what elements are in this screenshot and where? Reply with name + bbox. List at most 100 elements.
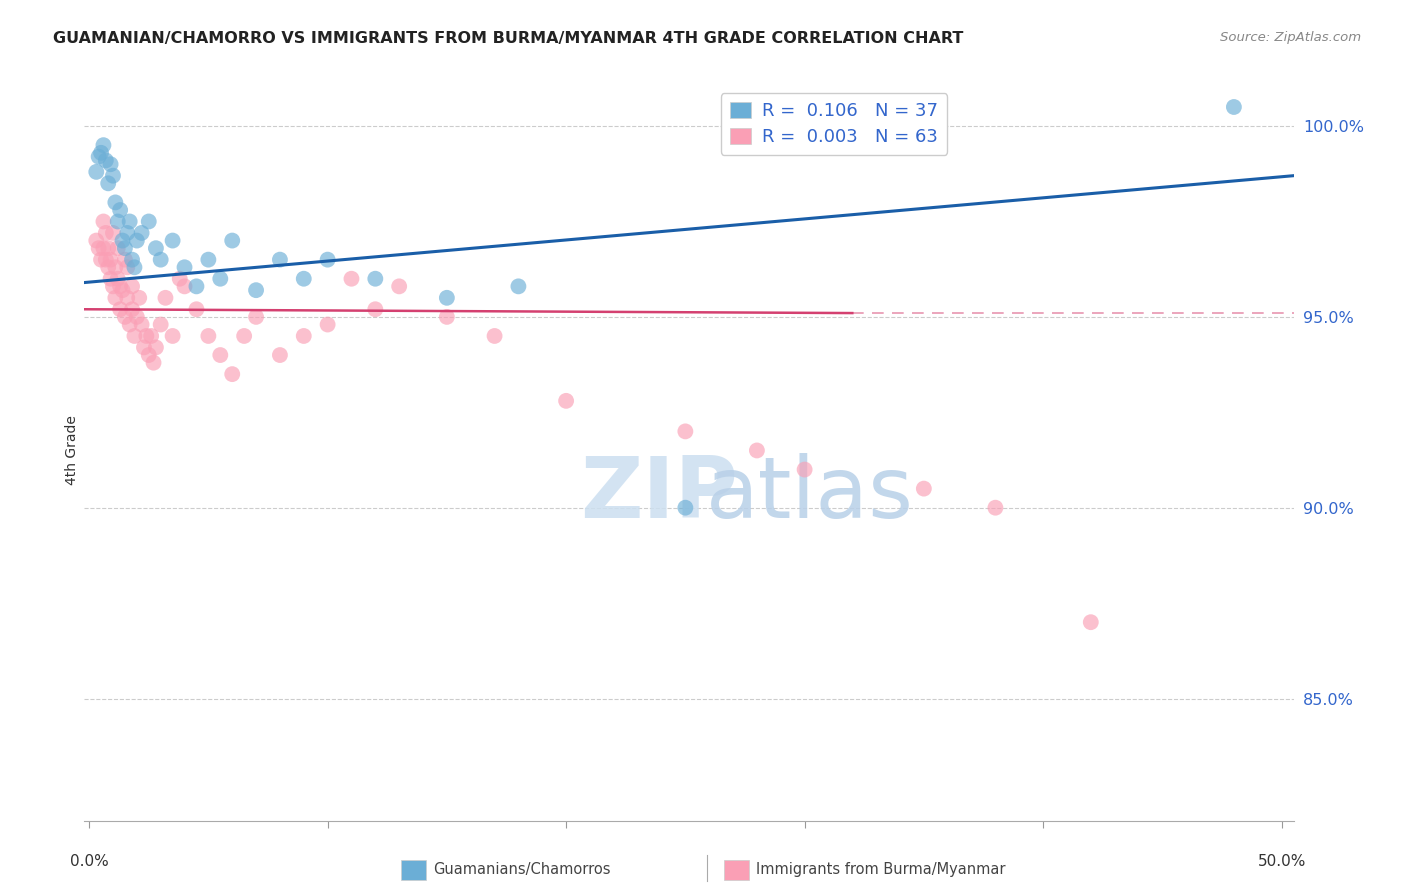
Point [436, 310, 458, 324]
Point [269, 252, 291, 267]
Point [97, 260, 120, 275]
Point [388, 279, 411, 293]
Point [149, 318, 172, 332]
Point [87, 150, 110, 164]
Text: ZIP: ZIP [579, 453, 738, 536]
Point [221, 367, 243, 381]
Point [209, 271, 232, 285]
Point [101, 226, 124, 240]
Point [114, 310, 136, 324]
Legend: R =  0.106   N = 37, R =  0.003   N = 63: R = 0.106 N = 37, R = 0.003 N = 63 [721, 93, 948, 155]
Point [108, 302, 131, 317]
Point [125, 234, 148, 248]
Point [94, 153, 117, 168]
Point [145, 340, 167, 354]
Point [107, 271, 129, 285]
Y-axis label: 4th Grade: 4th Grade [65, 416, 79, 485]
Point [149, 252, 172, 267]
Point [745, 443, 768, 458]
Point [100, 271, 122, 285]
Point [138, 214, 160, 228]
Point [245, 310, 267, 324]
Point [186, 302, 208, 317]
Point [316, 318, 339, 332]
Point [121, 302, 143, 317]
Point [90, 252, 112, 267]
Point [100, 252, 122, 267]
Point [100, 157, 122, 171]
Point [292, 271, 315, 285]
Point [93, 241, 115, 255]
Point [94, 252, 117, 267]
Point [97, 177, 120, 191]
Point [108, 202, 131, 217]
Text: GUAMANIAN/CHAMORRO VS IMMIGRANTS FROM BURMA/MYANMAR 4TH GRADE CORRELATION CHART: GUAMANIAN/CHAMORRO VS IMMIGRANTS FROM BU… [53, 31, 963, 46]
Point [138, 348, 160, 362]
Point [131, 318, 153, 332]
Text: 0.0%: 0.0% [70, 854, 108, 869]
Point [107, 214, 129, 228]
Point [108, 279, 131, 293]
Point [340, 271, 363, 285]
Text: Guamanians/Chamorros: Guamanians/Chamorros [433, 863, 610, 877]
Point [118, 214, 141, 228]
Text: atlas: atlas [706, 453, 914, 536]
Point [94, 226, 117, 240]
Point [93, 138, 115, 153]
Point [121, 279, 143, 293]
Point [169, 271, 191, 285]
Point [292, 329, 315, 343]
Point [793, 462, 815, 476]
Point [101, 169, 124, 183]
Point [173, 279, 195, 293]
Point [117, 260, 139, 275]
Point [197, 252, 219, 267]
Point [90, 145, 112, 160]
Point [197, 329, 219, 343]
Point [155, 291, 177, 305]
Point [1223, 100, 1246, 114]
Point [118, 318, 141, 332]
Point [186, 279, 208, 293]
Point [673, 425, 696, 439]
Point [114, 252, 136, 267]
Point [139, 329, 162, 343]
Point [142, 356, 165, 370]
Point [162, 329, 184, 343]
Point [132, 340, 155, 354]
Point [508, 279, 530, 293]
Point [84, 165, 107, 179]
Point [912, 482, 935, 496]
Point [233, 329, 256, 343]
Point [984, 500, 1007, 515]
Point [107, 241, 129, 255]
Point [135, 329, 157, 343]
Point [111, 234, 134, 248]
Point [114, 241, 136, 255]
Point [128, 291, 150, 305]
Point [1080, 615, 1102, 630]
Point [145, 241, 167, 255]
Point [269, 348, 291, 362]
Point [111, 283, 134, 297]
Point [104, 260, 127, 275]
Point [173, 260, 195, 275]
Point [131, 226, 153, 240]
Point [221, 234, 243, 248]
Point [316, 252, 339, 267]
Text: Source: ZipAtlas.com: Source: ZipAtlas.com [1220, 31, 1361, 45]
Text: Immigrants from Burma/Myanmar: Immigrants from Burma/Myanmar [756, 863, 1005, 877]
Point [162, 234, 184, 248]
Point [117, 291, 139, 305]
Point [84, 234, 107, 248]
Text: 50.0%: 50.0% [1257, 854, 1306, 869]
Point [87, 241, 110, 255]
Point [97, 241, 120, 255]
Point [555, 393, 578, 408]
Point [121, 252, 143, 267]
Point [245, 283, 267, 297]
Point [104, 291, 127, 305]
Point [101, 279, 124, 293]
Point [484, 329, 506, 343]
Point [436, 291, 458, 305]
